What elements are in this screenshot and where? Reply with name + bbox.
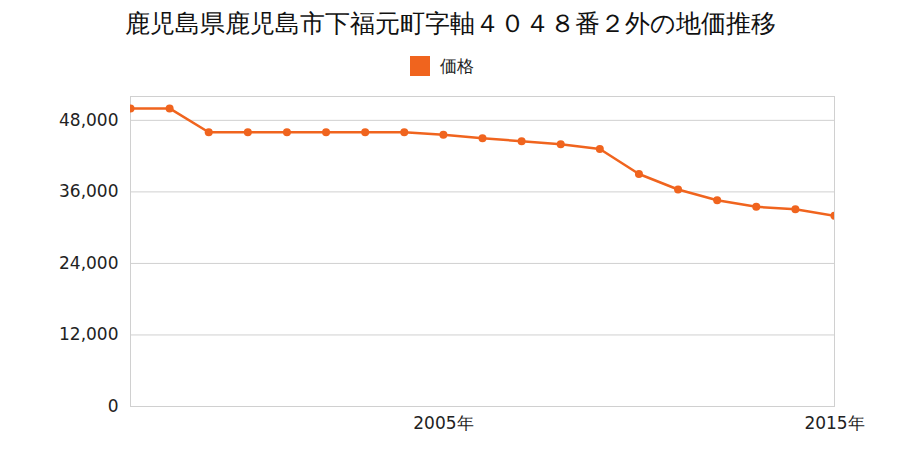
svg-text:24,000: 24,000 <box>59 253 118 273</box>
svg-text:48,000: 48,000 <box>59 110 118 130</box>
svg-text:12,000: 12,000 <box>59 324 118 344</box>
svg-text:0: 0 <box>108 396 119 416</box>
svg-text:2005年: 2005年 <box>413 413 473 433</box>
svg-text:36,000: 36,000 <box>59 181 118 201</box>
html-text:鹿児島県鹿児島市下福元町字軸４０４８番２外の地価推移: 鹿児島県鹿児島市下福元町字軸４０４８番２外の地価推移 <box>124 9 776 38</box>
svg-text:2015年: 2015年 <box>804 413 864 433</box>
html-text:価格: 価格 <box>440 55 474 76</box>
